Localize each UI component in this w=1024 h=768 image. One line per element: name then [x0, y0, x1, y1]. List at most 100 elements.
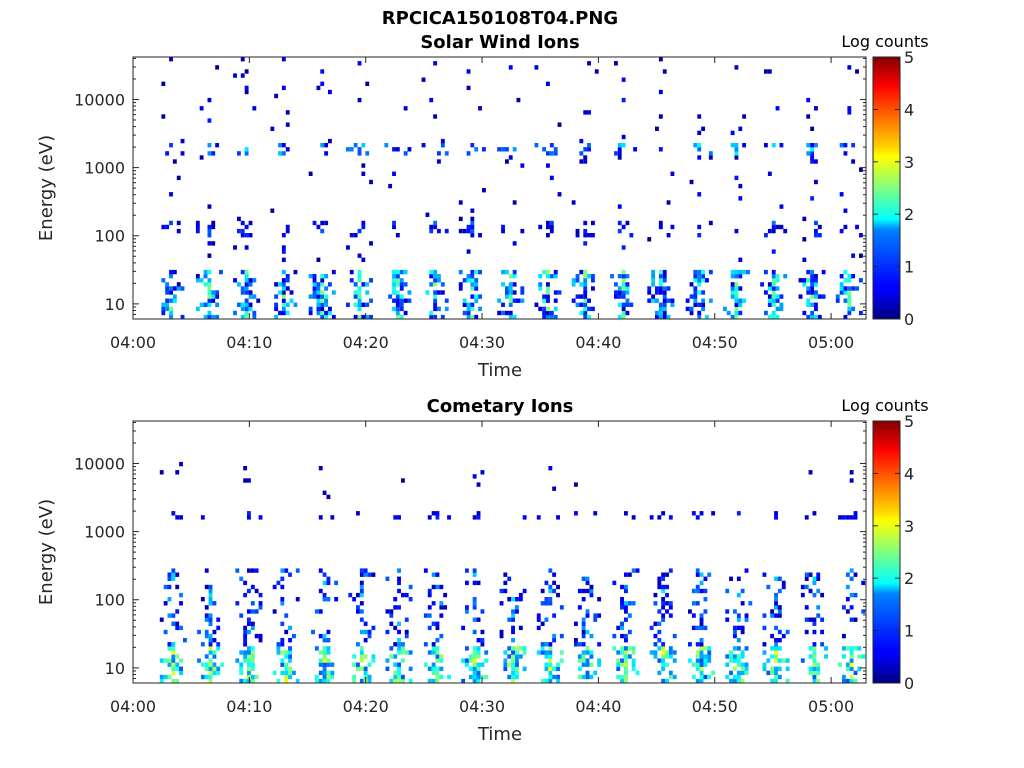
spectrogram-cell	[742, 143, 747, 148]
spectrogram-cell	[280, 658, 285, 663]
spectrogram-cell	[458, 269, 463, 275]
spectrogram-cell	[736, 678, 741, 684]
spectrogram-cell	[458, 282, 463, 287]
spectrogram-cell	[733, 633, 737, 639]
spectrogram-cell	[662, 314, 667, 320]
spectrogram-cell	[670, 171, 675, 176]
spectrogram-cell	[385, 576, 390, 581]
spectrogram-cell	[575, 278, 580, 283]
spectrogram-cell	[361, 171, 366, 176]
spectrogram-cell	[427, 588, 432, 594]
spectrogram-cell	[515, 662, 519, 667]
spectrogram-cell	[736, 613, 741, 618]
spectrogram-cell	[767, 314, 772, 320]
spectrogram-cell	[247, 666, 251, 671]
spectrogram-cell	[624, 678, 628, 684]
spectrogram-cell	[697, 224, 702, 230]
spectrogram-cell	[612, 633, 617, 639]
spectrogram-cell	[314, 609, 319, 614]
spectrogram-cell	[244, 224, 249, 230]
spectrogram-cell	[431, 662, 436, 667]
spectrogram-cell	[247, 617, 251, 622]
spectrogram-cell	[658, 274, 663, 279]
spectrogram-cell	[289, 298, 294, 303]
spectrogram-cell	[330, 674, 335, 680]
spectrogram-cell	[359, 617, 364, 622]
spectrogram-cell	[699, 646, 704, 651]
spectrogram-cell	[740, 654, 745, 659]
spectrogram-cell	[820, 592, 825, 598]
spectrogram-cell	[847, 294, 852, 299]
spectrogram-cell	[738, 257, 743, 262]
spectrogram-cell	[204, 629, 209, 635]
spectrogram-cell	[175, 625, 180, 631]
spectrogram-cell	[585, 629, 590, 635]
spectrogram-cell	[707, 674, 712, 680]
spectrogram-cell	[443, 592, 448, 598]
spectrogram-cell	[695, 666, 700, 671]
spectrogram-cell	[284, 678, 289, 684]
spectrogram-cell	[736, 625, 741, 631]
spectrogram-cell	[433, 306, 438, 312]
spectrogram-cell	[207, 118, 212, 123]
spectrogram-cell	[393, 515, 398, 520]
spectrogram-cell	[180, 314, 185, 320]
spectrogram-cell	[668, 654, 673, 659]
spectrogram-cell	[280, 576, 285, 581]
spectrogram-cell	[353, 282, 358, 287]
spectrogram-cell	[395, 278, 400, 283]
spectrogram-cell	[699, 588, 704, 594]
spectrogram-cell	[847, 298, 852, 303]
spectrogram-cell	[435, 638, 440, 643]
spectrogram-cell	[625, 310, 630, 316]
spectrogram-cell	[839, 192, 844, 197]
spectrogram-cell	[653, 654, 658, 659]
spectrogram-cell	[689, 179, 694, 185]
spectrogram-cell	[399, 269, 404, 275]
spectrogram-cell	[771, 310, 776, 316]
spectrogram-cell	[312, 220, 317, 226]
spectrogram-cell	[733, 654, 737, 659]
spectrogram-cell	[359, 629, 364, 635]
spectrogram-cell	[540, 601, 545, 606]
spectrogram-cell	[403, 106, 408, 111]
spectrogram-cell	[851, 286, 856, 291]
spectrogram-cell	[695, 572, 700, 577]
spectrogram-cell	[175, 654, 180, 659]
spectrogram-cell	[349, 147, 354, 152]
spectrogram-cell	[708, 298, 713, 303]
spectrogram-cell	[161, 278, 166, 283]
spectrogram-cell	[208, 650, 213, 655]
spectrogram-cell	[779, 204, 784, 209]
spectrogram-cell	[620, 621, 624, 626]
spectrogram-cell	[616, 650, 621, 655]
spectrogram-cell	[546, 81, 550, 86]
spectrogram-cell	[661, 642, 666, 647]
spectrogram-cell	[466, 249, 471, 254]
spectrogram-cell	[662, 286, 667, 291]
spectrogram-cell	[439, 605, 444, 610]
spectrogram-cell	[439, 601, 444, 606]
spectrogram-cell	[280, 662, 285, 667]
spectrogram-cell	[211, 314, 216, 320]
spectrogram-cell	[820, 629, 825, 635]
spectrogram-cell	[697, 155, 702, 160]
spectrogram-cell	[399, 282, 404, 287]
spectrogram-cell	[733, 646, 737, 651]
x-tick-label: 04:10	[226, 333, 272, 352]
spectrogram-cell	[293, 269, 298, 275]
spectrogram-cell	[665, 650, 669, 655]
spectrogram-cell	[824, 646, 828, 651]
spectrogram-cell	[766, 658, 771, 663]
spectrogram-cell	[511, 617, 515, 622]
spectrogram-cell	[699, 580, 704, 586]
spectrogram-cell	[212, 638, 217, 643]
spectrogram-cell	[425, 290, 430, 295]
spectrogram-cell	[385, 629, 390, 635]
spectrogram-cell	[620, 650, 624, 655]
spectrogram-cell	[861, 654, 866, 659]
spectrogram-cell	[348, 592, 353, 598]
spectrogram-cell	[357, 298, 362, 303]
spectrogram-cell	[703, 662, 708, 667]
spectrogram-cell	[318, 588, 323, 594]
